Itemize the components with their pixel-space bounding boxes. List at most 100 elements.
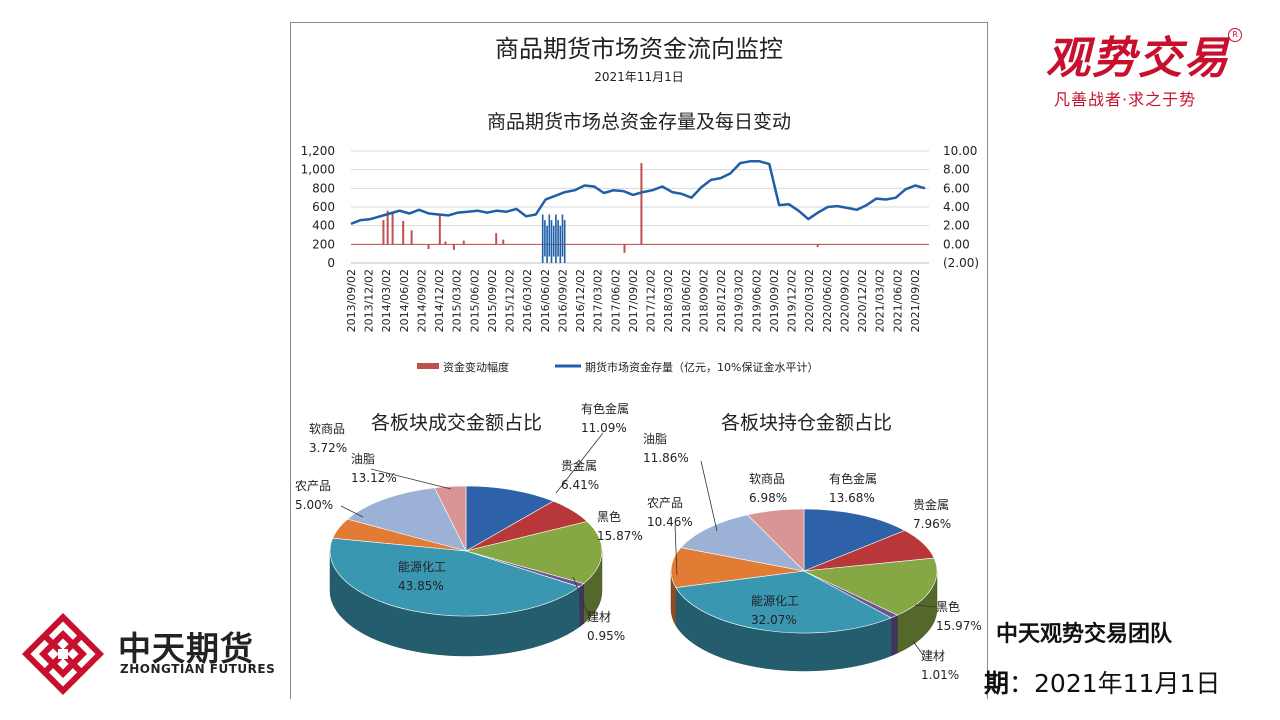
fund-stock-line	[350, 160, 926, 225]
pie-slice-percent: 43.85%	[398, 579, 444, 593]
pie-slice	[329, 537, 581, 617]
pie-slice-percent: 10.46%	[647, 515, 693, 529]
x-tick-label: 2018/09/02	[697, 269, 710, 332]
company-name-en: ZHONGTIAN FUTURES	[120, 662, 276, 676]
pie-slice-label: 能源化工	[398, 560, 446, 574]
pie-slice-side	[890, 614, 898, 657]
x-tick-label: 2016/12/02	[574, 269, 587, 332]
pie-slice	[675, 570, 892, 634]
company-name: 中天期货	[118, 629, 254, 668]
legend-line-label: 期货市场资金存量（亿元，10%保证金水平计）	[585, 360, 818, 374]
y-right-tick-label: (2.00)	[943, 256, 979, 270]
x-tick-label: 2020/09/02	[838, 269, 851, 332]
y-right-tick-label: 4.00	[943, 200, 970, 214]
x-tick-label: 2019/09/02	[768, 269, 781, 332]
zhongtian-logo-icon	[21, 612, 105, 696]
pie-slice-label: 建材	[587, 610, 611, 624]
y-left-tick-label: 400	[312, 219, 335, 233]
pie-slice-percent: 13.12%	[351, 471, 397, 485]
brand-logo: 观势交易 R 凡善战者·求之于势	[1044, 22, 1254, 112]
x-tick-label: 2019/03/02	[733, 269, 746, 332]
pie-slice	[434, 485, 467, 552]
pie-slice-percent: 11.86%	[643, 451, 689, 465]
pie-leader-line	[700, 460, 718, 532]
pie-leader-line	[674, 524, 678, 576]
report-panel: 商品期货市场资金流向监控 2021年11月1日 商品期货市场总资金存量及每日变动…	[290, 22, 988, 699]
y-left-tick-label: 200	[312, 237, 335, 251]
report-date: 2021年11月1日	[594, 70, 684, 84]
x-tick-label: 2017/06/02	[609, 269, 622, 332]
brand-slogan: 凡善战者·求之于势	[1054, 90, 1197, 109]
x-tick-label: 2015/12/02	[504, 269, 517, 332]
footer-date-label: 期	[984, 669, 1010, 698]
x-tick-label: 2013/09/02	[345, 269, 358, 332]
pie-leader-line	[572, 576, 590, 617]
position-pie-title: 各板块持仓金额占比	[721, 412, 893, 434]
pie-slice-side	[579, 583, 584, 628]
x-tick-label: 2013/12/02	[363, 269, 376, 332]
pie-slice-percent: 7.96%	[913, 517, 951, 531]
pie-slice	[346, 487, 467, 552]
x-tick-label: 2014/09/02	[415, 269, 428, 332]
pie-slice-label: 贵金属	[913, 497, 949, 512]
x-tick-label: 2014/12/02	[433, 269, 446, 332]
pie-leader-line	[340, 505, 364, 518]
y-right-tick-label: 10.00	[943, 144, 977, 158]
x-tick-label: 2018/03/02	[662, 269, 675, 332]
pie-slice	[803, 508, 906, 572]
pie-slice-label: 有色金属	[581, 401, 629, 416]
pie-slice-label: 贵金属	[561, 458, 597, 473]
fund-flow-line-chart: 0 200 400 600 800 1,000 1,200 (2.00) 0.00 2.00 4.0…	[301, 144, 979, 374]
y-right-tick-label: 6.00	[943, 181, 970, 195]
legend-bar-label: 资金变动幅度	[443, 360, 509, 374]
x-tick-label: 2016/03/02	[521, 269, 534, 332]
y-left-tick-label: 1,000	[301, 163, 335, 177]
pie-slice	[464, 521, 603, 584]
x-tick-label: 2014/03/02	[380, 269, 393, 332]
x-tick-label: 2016/09/02	[556, 269, 569, 332]
pie-slice-label: 油脂	[351, 451, 375, 466]
pie-slice-percent: 6.98%	[749, 491, 787, 505]
x-tick-label: 2019/12/02	[786, 269, 799, 332]
x-tick-label: 2017/09/02	[627, 269, 640, 332]
y-left-tick-label: 600	[312, 200, 335, 214]
pie-slice-percent: 15.87%	[597, 529, 643, 543]
pie-slice-percent: 0.95%	[587, 629, 625, 643]
x-tick-label: 2015/03/02	[451, 269, 464, 332]
pie-slice	[465, 485, 554, 552]
x-tick-label: 2015/06/02	[468, 269, 481, 332]
pie-slice-label: 软商品	[309, 421, 345, 436]
pie-slice-label: 黑色	[597, 510, 621, 524]
pie-slice-label: 油脂	[643, 431, 667, 446]
company-logo-block: 中天期货 ZHONGTIAN FUTURES	[20, 612, 280, 696]
pie-leader-line	[370, 468, 452, 490]
x-tick-label: 2021/06/02	[891, 269, 904, 332]
y-left-tick-label: 1,200	[301, 144, 335, 158]
x-tick-label: 2017/03/02	[592, 269, 605, 332]
x-tick-label: 2017/12/02	[645, 269, 658, 332]
x-tick-label: 2018/12/02	[715, 269, 728, 332]
pie-slice-label: 黑色	[936, 600, 960, 614]
y-left-tick-label: 800	[312, 181, 335, 195]
x-tick-label: 2018/06/02	[680, 269, 693, 332]
footer-date: 期：2021年11月1日	[984, 664, 1220, 700]
x-tick-label: 2014/06/02	[398, 269, 411, 332]
sector-pie-charts: 有色金属 11.09% 贵金属 6.41% 黑色 15.87% 建材 0.95% 能源化工 43.…	[295, 401, 982, 682]
pie-leader-line	[914, 604, 937, 608]
pie-slice-percent: 5.00%	[295, 498, 333, 512]
line-chart-title: 商品期货市场总资金存量及每日变动	[486, 111, 791, 133]
x-tick-label: 2021/09/02	[909, 269, 922, 332]
brand-name: 观势交易	[1046, 33, 1230, 84]
pie-leader-line	[912, 640, 924, 656]
x-tick-label: 2015/09/02	[486, 269, 499, 332]
x-tick-label: 2019/06/02	[750, 269, 763, 332]
y-right-tick-label: 0.00	[943, 237, 970, 251]
registered-mark-icon: R	[1228, 28, 1242, 42]
pie-slice-percent: 6.41%	[561, 478, 599, 492]
x-tick-label: 2020/12/02	[856, 269, 869, 332]
footer-date-value: ：2021年11月1日	[1009, 669, 1221, 698]
pie-slice-percent: 1.01%	[921, 668, 959, 682]
pie-slice	[746, 508, 805, 572]
pie-slice-label: 有色金属	[829, 471, 877, 486]
x-tick-label: 2020/03/02	[803, 269, 816, 332]
